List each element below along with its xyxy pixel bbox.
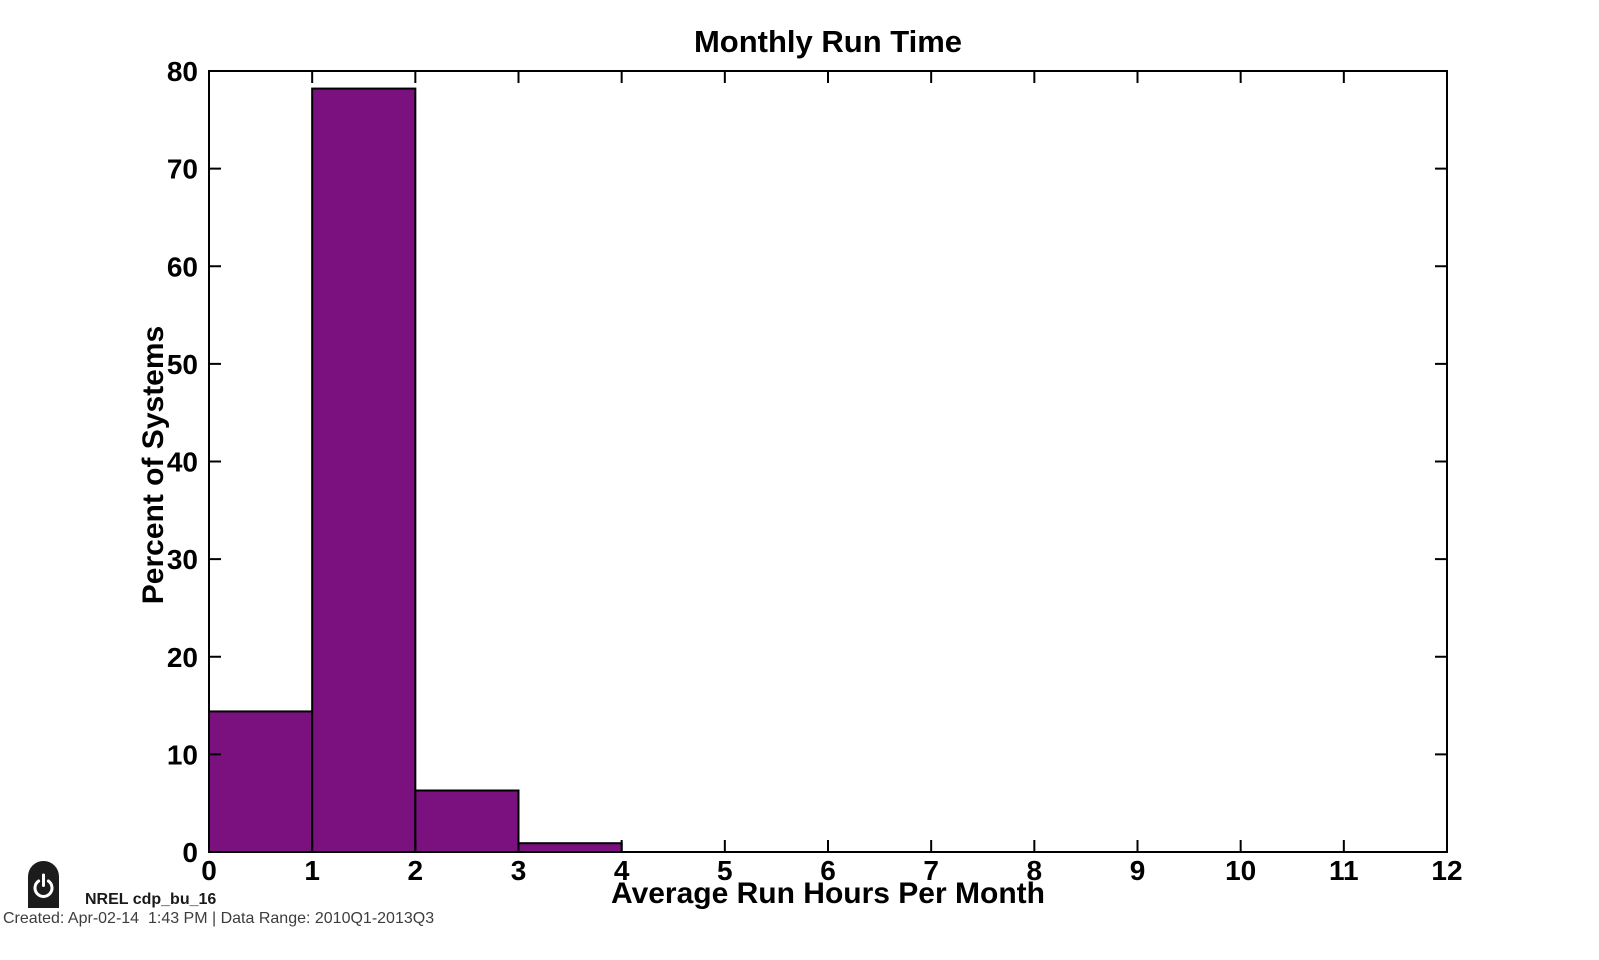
- y-tick-label: 50: [167, 349, 198, 380]
- x-tick-label: 8: [1027, 855, 1043, 886]
- x-tick-label: 11: [1329, 855, 1359, 886]
- x-tick-label: 5: [717, 855, 733, 886]
- x-tick-label: 1: [304, 855, 320, 886]
- x-tick-label: 7: [923, 855, 939, 886]
- x-axis-label: Average Run Hours Per Month: [611, 877, 1045, 910]
- y-axis-label: Percent of Systems: [137, 325, 170, 605]
- y-tick-label: 0: [182, 837, 198, 868]
- x-tick-label: 9: [1130, 855, 1146, 886]
- histogram-bar: [517, 842, 623, 853]
- histogram-bar: [208, 710, 314, 853]
- x-tick-label: 12: [1431, 855, 1462, 886]
- y-tick-label: 40: [167, 447, 198, 478]
- y-tick-label: 60: [167, 251, 198, 282]
- histogram-bar: [414, 789, 520, 854]
- y-tick-label: 80: [167, 56, 198, 87]
- y-tick-label: 20: [167, 642, 198, 673]
- chart-title: Monthly Run Time: [693, 24, 963, 59]
- x-tick-label: 3: [511, 855, 527, 886]
- power-icon: [28, 861, 59, 908]
- source-label: NREL cdp_bu_16: [85, 891, 217, 908]
- created-data-range-line: Created: Apr-02-14 1:43 PM | Data Range:…: [3, 910, 435, 927]
- x-tick-label: 4: [614, 855, 630, 886]
- y-tick-label: 70: [167, 154, 198, 185]
- x-tick-label: 10: [1225, 855, 1256, 886]
- power-icon-ring: [33, 879, 54, 898]
- x-tick-label: 0: [201, 855, 217, 886]
- histogram-bar: [311, 87, 417, 853]
- y-tick-label: 10: [167, 739, 198, 770]
- x-tick-label: 2: [408, 855, 424, 886]
- y-tick-label: 30: [167, 544, 198, 575]
- x-tick-label: 6: [820, 855, 836, 886]
